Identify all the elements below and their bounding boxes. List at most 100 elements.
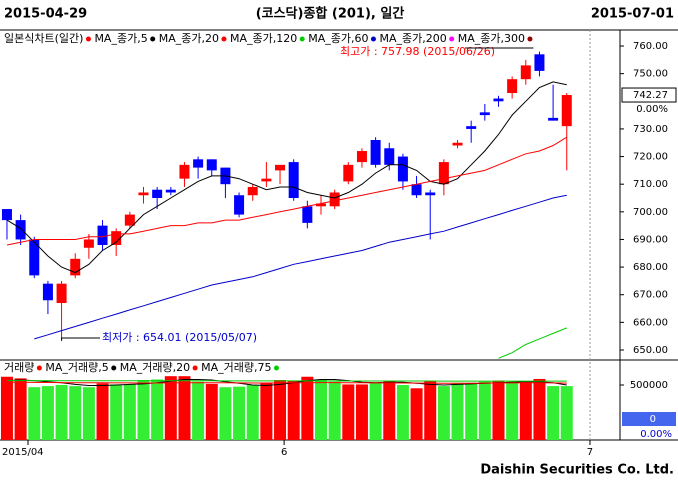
legend-marker (111, 365, 117, 371)
legend-marker (274, 365, 279, 371)
candle-body (179, 164, 190, 179)
volume-bar (287, 380, 300, 440)
candle-body (165, 189, 176, 193)
x-tick-label: 7 (587, 447, 593, 458)
candle-body (438, 162, 449, 185)
y-tick-label: 720.00 (633, 152, 668, 163)
volume-bar (178, 376, 191, 440)
volume-bar (192, 381, 205, 440)
moving-average (6, 81, 567, 274)
moving-average (498, 327, 567, 359)
x-tick-label: 6 (281, 447, 287, 458)
legend-label: MA_종가,20 (159, 32, 219, 45)
legend-marker (192, 365, 198, 371)
high-annotation: 최고가 : 757.98 (2015/06/26) (340, 45, 495, 58)
volume-bar (369, 382, 382, 440)
candle-body (1, 209, 12, 221)
y-tick-label: 700.00 (633, 207, 668, 218)
low-annotation: 최저가 : 654.01 (2015/05/07) (102, 331, 257, 344)
chart-header: (코스닥)종합 (201), 일간 (256, 6, 405, 22)
y-tick-label: 760.00 (633, 41, 668, 52)
volume-bar (69, 386, 82, 440)
volume-bar (465, 382, 478, 440)
candle-body (261, 178, 272, 182)
candle-body (234, 195, 245, 215)
candle-body (561, 95, 572, 127)
volume-bar (478, 381, 491, 440)
volume-bar (82, 387, 95, 440)
volume-bar (328, 381, 341, 440)
legend-marker (36, 365, 42, 371)
candle-body (493, 98, 504, 102)
volume-bar (342, 384, 355, 440)
volume-bar (137, 380, 150, 440)
price-box (621, 87, 677, 103)
y-tick-label: 500000 (630, 380, 668, 391)
legend-label: MA_거래량,75 (201, 361, 271, 374)
candle-body (452, 142, 463, 146)
y-tick-label: 730.00 (633, 124, 668, 135)
legend-marker (527, 36, 533, 42)
volume-bar (274, 380, 287, 440)
volume-bar (451, 382, 464, 440)
last-volume: 0 (650, 414, 656, 425)
volume-bar (96, 383, 109, 440)
candle-body (124, 214, 135, 226)
low-pointer (61, 337, 100, 341)
legend-label: 거래량 (4, 361, 34, 374)
legend-label: MA_거래량,20 (120, 361, 190, 374)
candle-body (206, 159, 217, 171)
legend-label: MA_종가,200 (379, 32, 446, 45)
volume-bar (151, 379, 164, 440)
legend-marker (299, 36, 305, 42)
candle-body (83, 239, 94, 248)
last-price: 742.27 (633, 90, 668, 101)
volume-average (7, 381, 567, 384)
candle-body (329, 192, 340, 207)
legend-label: MA_종가,5 (94, 32, 147, 45)
volume-bar (0, 376, 13, 440)
volume-bar (55, 384, 68, 440)
volume-bar (14, 378, 27, 440)
volume-bar (233, 386, 246, 440)
candle-body (520, 65, 531, 80)
candle-body (548, 117, 559, 121)
legend-label: MA_종가,60 (308, 32, 368, 45)
volume-average (6, 379, 567, 387)
volume-bar (355, 384, 368, 440)
volume-bar (560, 386, 573, 440)
candle-body (356, 151, 367, 163)
candle-body (288, 162, 299, 199)
y-tick-label: 660.00 (633, 317, 668, 328)
candle-body (397, 156, 408, 182)
candle-body (425, 192, 436, 196)
legend-label: MA_종가,300 (458, 32, 525, 45)
legend-marker (150, 36, 156, 42)
candle-body (56, 283, 67, 304)
volume-bar (383, 380, 396, 440)
volume-bar (396, 384, 409, 440)
candle-body (70, 258, 81, 276)
volume-bar (547, 386, 560, 440)
candle-body (479, 112, 490, 116)
legend-label: MA_거래량,5 (45, 361, 108, 374)
volume-average (7, 380, 567, 382)
candle-body (111, 231, 122, 245)
footer: Daishin Securities Co. Ltd. (480, 463, 674, 478)
volume-bar (41, 386, 54, 440)
moving-average (6, 136, 568, 246)
volume-bar (506, 381, 519, 440)
end-date: 2015-07-01 (591, 7, 674, 22)
y-tick-label: 670.00 (633, 290, 668, 301)
volume-change: 0.00% (640, 429, 672, 440)
y-tick-label: 680.00 (633, 262, 668, 273)
candle-body (507, 79, 518, 94)
y-tick-label: 710.00 (633, 179, 668, 190)
candle-body (29, 239, 40, 276)
candle-body (370, 139, 381, 165)
legend-marker (449, 36, 455, 42)
candle-body (302, 206, 313, 223)
y-tick-label: 750.00 (633, 69, 668, 80)
y-tick-label: 650.00 (633, 345, 668, 356)
